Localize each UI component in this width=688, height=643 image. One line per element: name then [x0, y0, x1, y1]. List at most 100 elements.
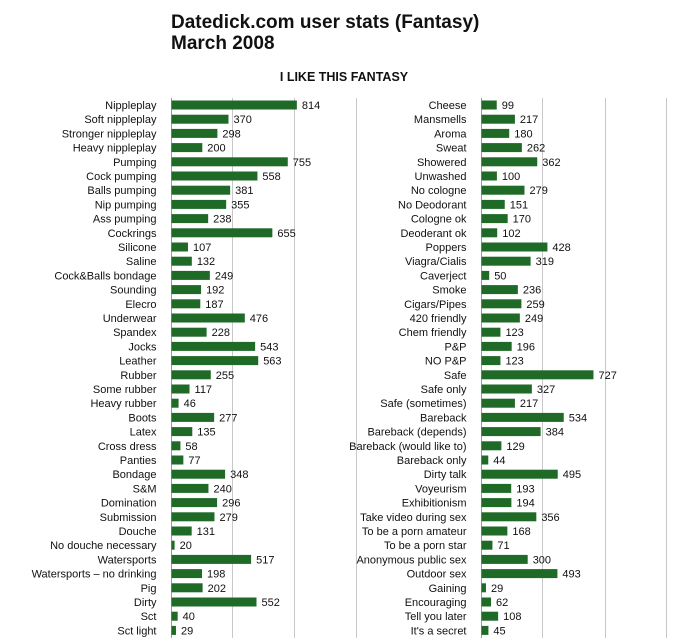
- bar: [481, 540, 493, 550]
- bar: [481, 498, 512, 508]
- value-label: 170: [513, 214, 531, 226]
- bar: [481, 228, 498, 238]
- value-label: 132: [197, 256, 215, 268]
- value-label: 100: [502, 171, 520, 183]
- category-label: Mansmells: [414, 114, 467, 126]
- bar: [481, 483, 512, 493]
- bar: [481, 625, 489, 635]
- value-label: 655: [277, 228, 295, 240]
- category-label: To be a porn star: [384, 540, 467, 552]
- bar: [481, 214, 508, 224]
- category-label: Soft nippleplay: [84, 114, 157, 126]
- category-label: P&P: [444, 341, 466, 353]
- value-label: 493: [562, 569, 580, 581]
- value-label: 552: [262, 597, 280, 609]
- value-label: 131: [197, 526, 215, 538]
- value-label: 193: [516, 483, 534, 495]
- value-label: 249: [525, 313, 543, 325]
- bar: [171, 356, 259, 366]
- value-label: 300: [533, 554, 551, 566]
- value-label: 20: [180, 540, 192, 552]
- category-label: Unwashed: [415, 171, 467, 183]
- bar: [481, 199, 505, 209]
- category-label: Douche: [119, 526, 157, 538]
- value-label: 77: [188, 455, 200, 467]
- value-label: 534: [569, 412, 587, 424]
- category-label: It's a secret: [411, 625, 467, 637]
- value-label: 495: [563, 469, 581, 481]
- category-label: Cock&Balls bondage: [54, 270, 156, 282]
- value-label: 558: [262, 171, 280, 183]
- category-label: Ass pumping: [93, 214, 157, 226]
- category-label: Smoke: [432, 285, 466, 297]
- chart-header: I LIKE THIS FANTASY: [279, 70, 409, 84]
- bar: [171, 526, 192, 536]
- value-label: 277: [219, 412, 237, 424]
- category-label: Nippleplay: [105, 100, 157, 112]
- category-label: Latex: [130, 427, 157, 439]
- bar: [171, 327, 207, 337]
- chart-title: Datedick.com user stats (Fantasy) March …: [171, 12, 479, 54]
- value-label: 238: [213, 214, 231, 226]
- category-label: Safe: [444, 370, 467, 382]
- value-label: 29: [491, 583, 503, 595]
- bar: [171, 114, 229, 124]
- value-label: 62: [496, 597, 508, 609]
- category-label: Pig: [141, 583, 157, 595]
- bar: [481, 455, 489, 465]
- value-label: 40: [183, 611, 195, 623]
- bar: [481, 597, 492, 607]
- value-label: 240: [213, 483, 231, 495]
- value-label: 200: [207, 143, 225, 155]
- category-label: 420 friendly: [410, 313, 467, 325]
- bar: [171, 441, 181, 451]
- bar: [481, 327, 501, 337]
- bar: [481, 370, 594, 380]
- category-label: Deoderant ok: [400, 228, 467, 240]
- value-label: 187: [205, 299, 223, 311]
- category-label: Submission: [100, 512, 157, 524]
- value-label: 135: [197, 427, 215, 439]
- category-label: Cross dress: [98, 441, 157, 453]
- category-label: Bareback only: [397, 455, 467, 467]
- category-label: Bareback: [420, 412, 467, 424]
- bar: [171, 611, 178, 621]
- bar: [481, 100, 497, 110]
- category-label: Silicone: [118, 242, 157, 254]
- value-label: 563: [263, 356, 281, 368]
- value-label: 755: [293, 157, 311, 169]
- bar: [481, 313, 520, 323]
- bar: [171, 256, 192, 266]
- value-label: 202: [208, 583, 226, 595]
- bar: [171, 143, 203, 153]
- bar: [171, 185, 231, 195]
- category-label: Heavy nippleplay: [73, 143, 157, 155]
- bar: [481, 270, 490, 280]
- value-label: 255: [216, 370, 234, 382]
- category-label: NO P&P: [425, 356, 467, 368]
- bar: [171, 171, 258, 181]
- category-label: Watersports: [98, 554, 157, 566]
- category-label: Rubber: [120, 370, 156, 382]
- bar: [171, 341, 256, 351]
- category-label: Outdoor sex: [407, 569, 467, 581]
- bar: [171, 412, 215, 422]
- value-label: 428: [552, 242, 570, 254]
- category-label: Anonymous public sex: [356, 554, 467, 566]
- value-label: 107: [193, 242, 211, 254]
- category-label: Sct: [141, 611, 157, 623]
- bar: [171, 455, 184, 465]
- category-label: No cologne: [411, 185, 467, 197]
- bar: [171, 128, 218, 138]
- category-label: Leather: [119, 356, 157, 368]
- category-label: Domination: [101, 498, 157, 510]
- category-label: Watersports – no drinking: [32, 569, 157, 581]
- bar: [481, 185, 525, 195]
- value-label: 46: [184, 398, 196, 410]
- value-label: 217: [520, 398, 538, 410]
- category-label: Heavy rubber: [90, 398, 156, 410]
- category-label: Spandex: [113, 327, 157, 339]
- bar: [171, 199, 227, 209]
- category-label: Viagra/Cialis: [405, 256, 467, 268]
- bar: [171, 540, 175, 550]
